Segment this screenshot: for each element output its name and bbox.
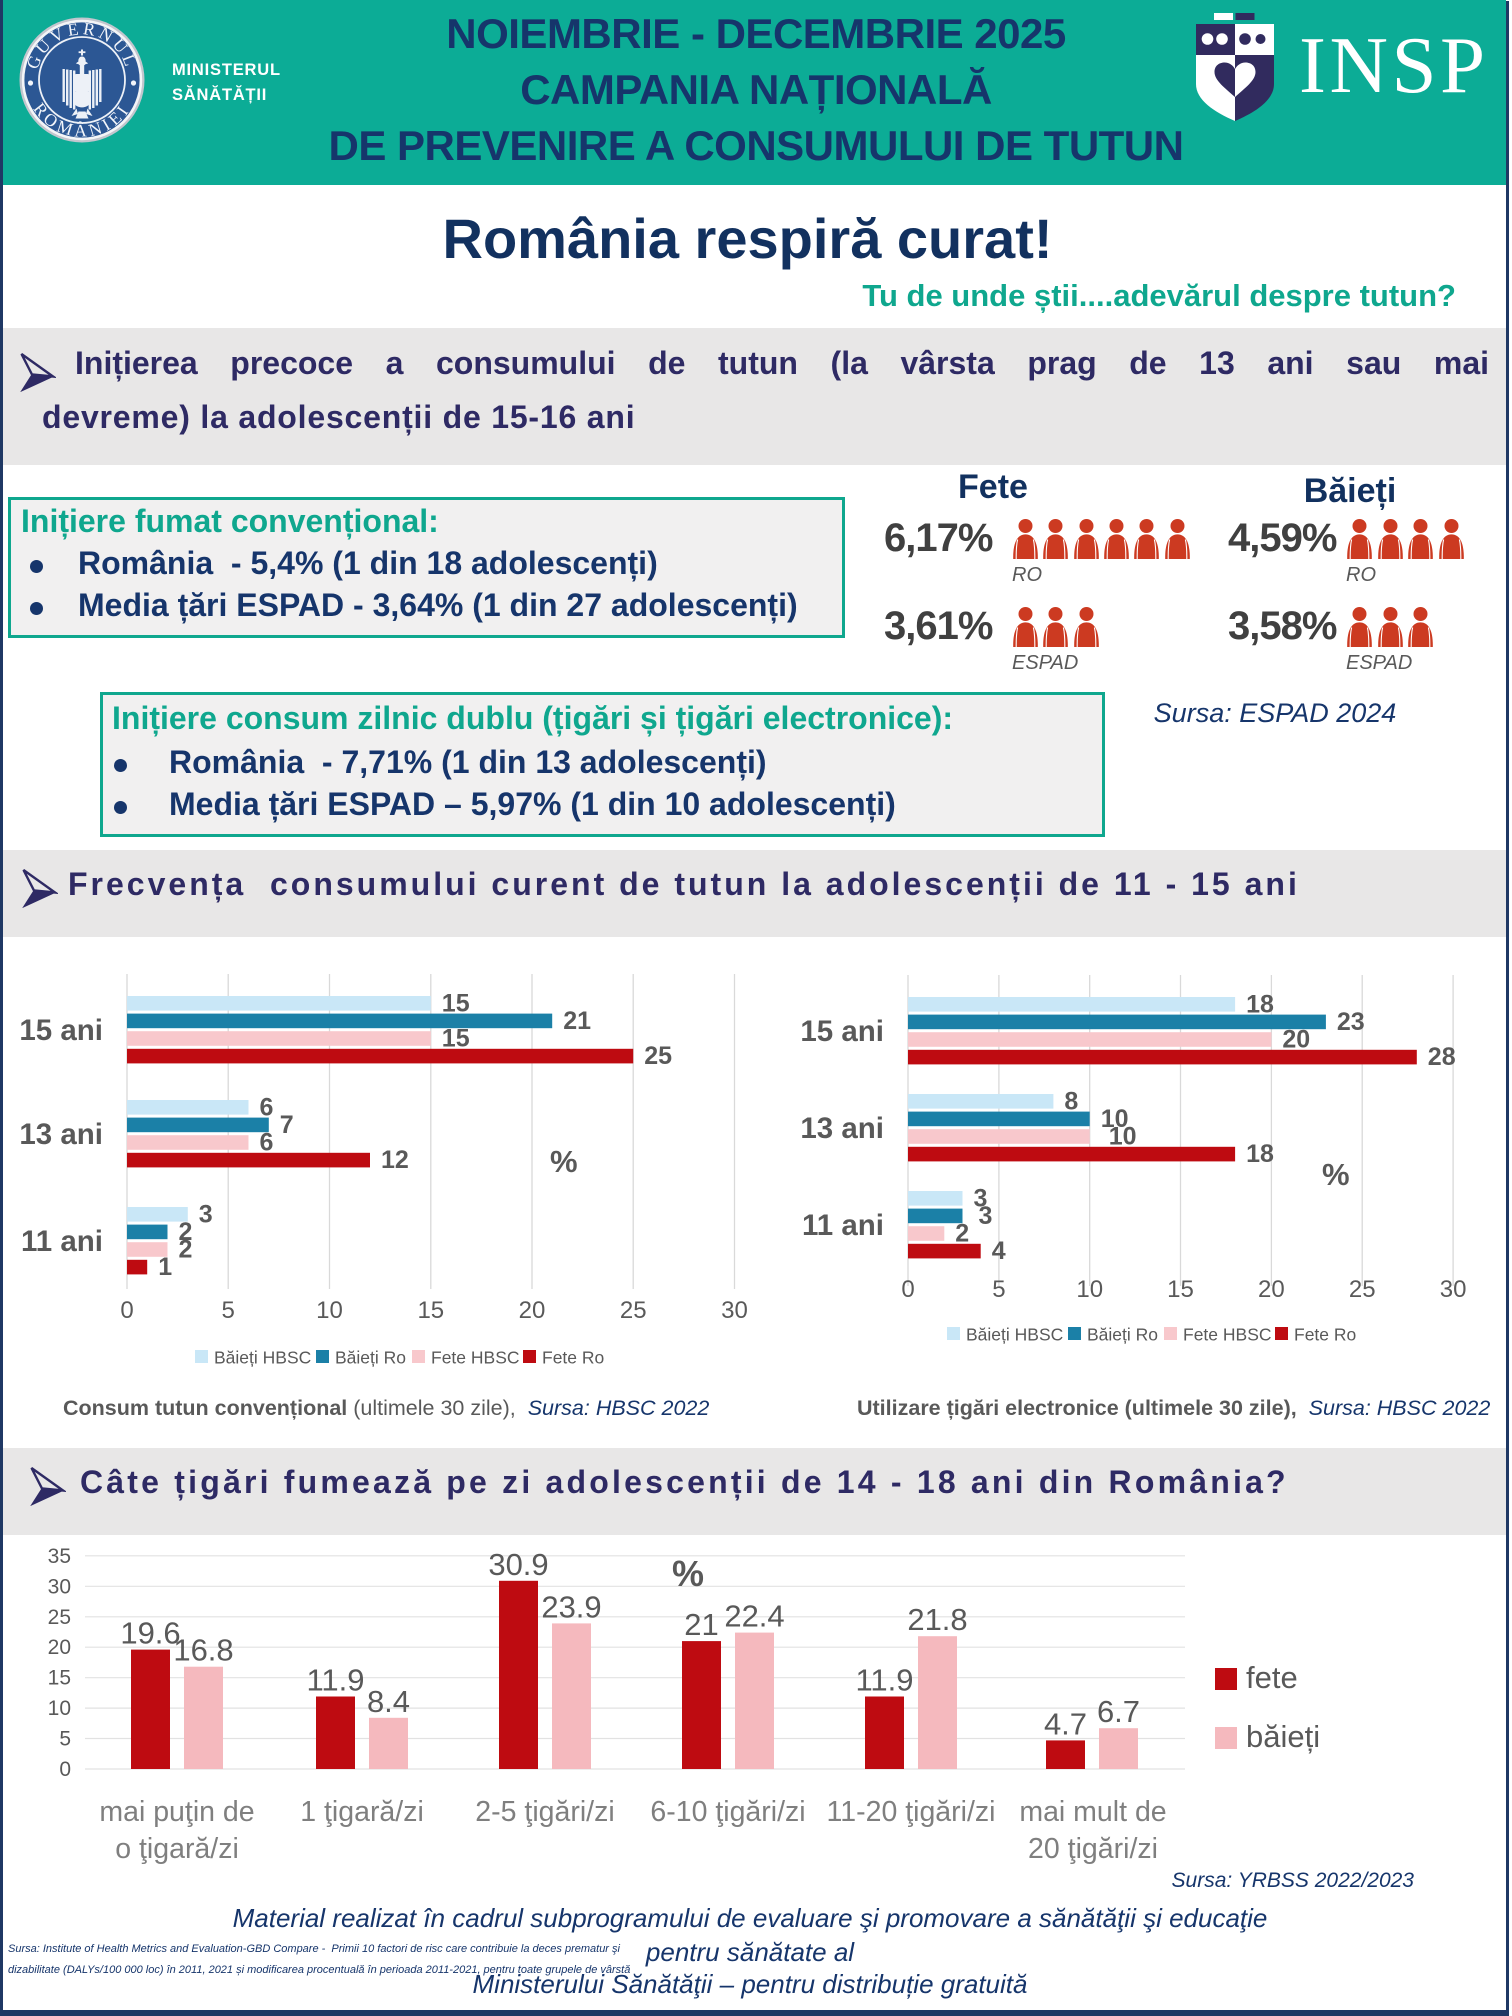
svg-text:mai puţin de: mai puţin de [99, 1796, 254, 1828]
svg-text:21: 21 [563, 1007, 591, 1035]
svg-text:0: 0 [59, 1758, 71, 1781]
svg-text:12: 12 [381, 1146, 409, 1174]
svg-text:10: 10 [316, 1297, 343, 1324]
svg-text:11 ani: 11 ani [802, 1209, 884, 1242]
svg-text:10: 10 [48, 1697, 71, 1720]
svg-text:11.9: 11.9 [306, 1663, 364, 1698]
svg-text:6: 6 [260, 1129, 274, 1157]
svg-text:15: 15 [417, 1297, 444, 1324]
svg-text:4.7: 4.7 [1044, 1706, 1087, 1741]
svg-text:16.8: 16.8 [173, 1633, 233, 1668]
svg-text:13 ani: 13 ani [800, 1112, 884, 1145]
svg-text:0: 0 [120, 1297, 133, 1324]
svg-text:%: % [550, 1144, 578, 1179]
svg-text:21: 21 [684, 1607, 718, 1642]
svg-text:băieți: băieți [1246, 1719, 1320, 1754]
svg-text:0: 0 [901, 1276, 914, 1303]
svg-text:25: 25 [620, 1297, 647, 1324]
svg-text:Băieți HBSC: Băieți HBSC [214, 1348, 311, 1368]
svg-text:23.9: 23.9 [541, 1589, 601, 1624]
svg-text:11.9: 11.9 [855, 1663, 913, 1698]
svg-text:7: 7 [280, 1111, 294, 1139]
svg-text:5: 5 [992, 1276, 1005, 1303]
svg-text:Băieți HBSC: Băieți HBSC [966, 1325, 1063, 1345]
svg-text:o ţigară/zi: o ţigară/zi [115, 1833, 239, 1865]
svg-text:Fete Ro: Fete Ro [1294, 1325, 1356, 1345]
svg-text:18: 18 [1246, 1140, 1274, 1168]
svg-text:8.4: 8.4 [367, 1684, 410, 1719]
svg-text:30: 30 [721, 1297, 748, 1324]
svg-text:Băieți Ro: Băieți Ro [335, 1348, 406, 1368]
svg-text:20: 20 [1282, 1026, 1310, 1054]
svg-text:6-10 ţigări/zi: 6-10 ţigări/zi [650, 1796, 805, 1828]
svg-text:2-5 ţigări/zi: 2-5 ţigări/zi [475, 1796, 614, 1828]
svg-text:25: 25 [644, 1042, 672, 1070]
svg-text:11-20 ţigări/zi: 11-20 ţigări/zi [827, 1796, 996, 1828]
svg-text:%: % [672, 1553, 704, 1594]
svg-text:13 ani: 13 ani [19, 1118, 103, 1151]
svg-text:3: 3 [974, 1184, 988, 1212]
svg-text:30: 30 [48, 1575, 71, 1598]
svg-text:15: 15 [48, 1667, 71, 1690]
svg-text:30.9: 30.9 [488, 1547, 548, 1582]
svg-text:1: 1 [158, 1253, 172, 1281]
svg-text:2: 2 [955, 1220, 969, 1248]
svg-text:25: 25 [48, 1606, 71, 1629]
svg-text:35: 35 [48, 1545, 71, 1568]
svg-text:18: 18 [1246, 990, 1274, 1018]
svg-text:Fete HBSC: Fete HBSC [431, 1348, 520, 1368]
svg-text:23: 23 [1337, 1008, 1365, 1036]
svg-text:25: 25 [1349, 1276, 1376, 1303]
svg-text:Băieți Ro: Băieți Ro [1087, 1325, 1158, 1345]
svg-text:15: 15 [442, 1025, 470, 1053]
svg-text:15: 15 [442, 989, 470, 1017]
svg-text:mai mult de: mai mult de [1019, 1796, 1166, 1828]
svg-text:fete: fete [1246, 1660, 1298, 1695]
svg-text:3: 3 [979, 1202, 993, 1230]
svg-text:2: 2 [179, 1236, 193, 1264]
svg-text:15 ani: 15 ani [800, 1015, 884, 1048]
svg-text:8: 8 [1064, 1087, 1078, 1115]
svg-text:10: 10 [1109, 1123, 1137, 1151]
svg-text:%: % [1322, 1157, 1350, 1192]
svg-text:10: 10 [1101, 1105, 1129, 1133]
svg-text:20 ţigări/zi: 20 ţigări/zi [1028, 1833, 1158, 1865]
svg-text:11 ani: 11 ani [21, 1225, 103, 1258]
svg-text:1 ţigară/zi: 1 ţigară/zi [300, 1796, 424, 1828]
svg-text:3: 3 [199, 1200, 213, 1228]
svg-text:21.8: 21.8 [907, 1602, 967, 1637]
svg-text:Fete Ro: Fete Ro [542, 1348, 604, 1368]
svg-text:4: 4 [992, 1237, 1006, 1265]
svg-text:20: 20 [1258, 1276, 1285, 1303]
svg-text:20: 20 [48, 1636, 71, 1659]
svg-text:19.6: 19.6 [120, 1616, 180, 1651]
svg-text:2: 2 [179, 1218, 193, 1246]
svg-text:15 ani: 15 ani [19, 1014, 103, 1047]
svg-text:28: 28 [1428, 1043, 1456, 1071]
svg-text:30: 30 [1440, 1276, 1467, 1303]
svg-text:5: 5 [59, 1728, 71, 1751]
svg-text:22.4: 22.4 [724, 1599, 784, 1634]
svg-text:20: 20 [519, 1297, 546, 1324]
svg-text:6.7: 6.7 [1097, 1694, 1140, 1729]
svg-text:5: 5 [222, 1297, 235, 1324]
svg-text:6: 6 [260, 1093, 274, 1121]
svg-text:10: 10 [1076, 1276, 1103, 1303]
svg-text:15: 15 [1167, 1276, 1194, 1303]
svg-text:Fete HBSC: Fete HBSC [1183, 1325, 1272, 1345]
